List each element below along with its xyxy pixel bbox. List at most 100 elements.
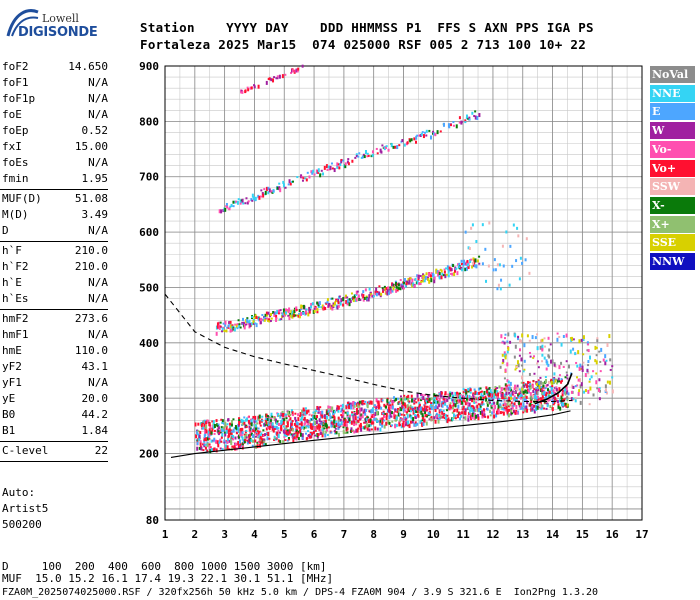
echo-point bbox=[402, 287, 405, 290]
spread-echo-point bbox=[549, 359, 552, 364]
spread-echo-point bbox=[511, 264, 514, 268]
param-value: N/A bbox=[88, 156, 108, 169]
spread-echo-point bbox=[566, 374, 569, 377]
echo-point bbox=[430, 402, 433, 405]
echo-point bbox=[339, 418, 342, 422]
echo-point bbox=[281, 410, 284, 415]
echo-point bbox=[232, 428, 235, 433]
echo-point bbox=[230, 440, 233, 445]
echo-point bbox=[448, 396, 451, 400]
echo-point bbox=[447, 274, 450, 278]
echo-point bbox=[283, 418, 286, 422]
echo-point bbox=[235, 324, 238, 329]
echo-point bbox=[381, 287, 384, 290]
echo-point bbox=[307, 425, 310, 429]
echo-point bbox=[263, 188, 266, 191]
echo-point bbox=[402, 424, 405, 428]
echo-point bbox=[367, 154, 370, 157]
echo-point bbox=[232, 205, 235, 208]
echo-point bbox=[562, 390, 565, 393]
echo-point bbox=[421, 413, 424, 418]
echo-point bbox=[241, 90, 244, 94]
spread-echo-point bbox=[519, 256, 522, 260]
echo-point bbox=[438, 398, 441, 403]
echo-point bbox=[524, 394, 527, 398]
echo-point bbox=[258, 434, 261, 439]
param-value: 273.6 bbox=[74, 312, 108, 325]
echo-point bbox=[252, 415, 255, 419]
echo-point bbox=[474, 390, 477, 394]
echo-point bbox=[388, 408, 391, 412]
echo-point bbox=[223, 329, 226, 332]
spread-echo-point bbox=[505, 386, 508, 391]
echo-point bbox=[405, 411, 408, 415]
spread-echo-point bbox=[517, 363, 520, 368]
echo-point bbox=[340, 158, 343, 161]
echo-point bbox=[369, 423, 372, 427]
echo-point bbox=[257, 418, 260, 421]
echo-point bbox=[393, 284, 396, 287]
echo-point bbox=[309, 423, 312, 427]
echo-point bbox=[455, 267, 458, 270]
spread-echo-point bbox=[516, 387, 519, 392]
echo-point bbox=[221, 419, 224, 423]
spread-echo-point bbox=[582, 361, 585, 364]
echo-point bbox=[237, 319, 240, 322]
echo-point bbox=[352, 429, 355, 432]
echo-point bbox=[291, 426, 294, 429]
echo-point bbox=[366, 155, 369, 158]
echo-point bbox=[250, 432, 253, 436]
spread-echo-point bbox=[519, 348, 522, 352]
spread-echo-point bbox=[536, 360, 539, 363]
echo-point bbox=[299, 429, 302, 434]
echo-point bbox=[326, 410, 329, 415]
echo-point bbox=[487, 415, 490, 419]
spread-echo-point bbox=[586, 349, 589, 352]
echo-point bbox=[490, 391, 493, 396]
echo-point bbox=[255, 315, 258, 319]
echo-point bbox=[428, 279, 431, 284]
echo-point bbox=[384, 413, 387, 416]
echo-point bbox=[300, 305, 303, 308]
echo-point bbox=[222, 426, 225, 430]
echo-point bbox=[253, 85, 256, 89]
echo-point bbox=[226, 438, 229, 442]
echo-point bbox=[492, 401, 495, 405]
echo-point bbox=[353, 403, 356, 408]
echo-point bbox=[472, 394, 475, 397]
spread-echo-point bbox=[513, 392, 516, 395]
echo-point bbox=[370, 401, 373, 404]
echo-point bbox=[255, 424, 258, 428]
echo-point bbox=[471, 412, 474, 417]
echo-point bbox=[442, 409, 445, 412]
param-key: foF1p bbox=[2, 92, 36, 105]
echo-point bbox=[463, 410, 466, 415]
echo-point bbox=[304, 407, 307, 410]
echo-point bbox=[304, 411, 307, 416]
echo-point bbox=[535, 405, 538, 409]
echo-point bbox=[284, 427, 287, 431]
echo-point bbox=[310, 170, 313, 174]
echo-point bbox=[491, 404, 494, 407]
echo-point bbox=[478, 262, 481, 265]
echo-point bbox=[344, 296, 347, 299]
echo-point bbox=[327, 405, 330, 409]
echo-point bbox=[386, 398, 389, 403]
echo-point bbox=[350, 427, 353, 431]
echo-point bbox=[308, 413, 311, 416]
echo-point bbox=[382, 412, 385, 415]
spread-echo-point bbox=[513, 390, 516, 393]
echo-point bbox=[273, 425, 276, 430]
echo-point bbox=[274, 438, 277, 441]
echo-point bbox=[376, 427, 379, 431]
echo-point bbox=[213, 447, 216, 451]
echo-point bbox=[364, 149, 367, 154]
echo-point bbox=[388, 415, 391, 420]
echo-point bbox=[443, 417, 446, 420]
echo-point bbox=[510, 394, 513, 399]
spread-echo-point bbox=[544, 376, 547, 379]
echo-point bbox=[309, 435, 312, 439]
echo-point bbox=[466, 259, 469, 263]
spread-echo-point bbox=[574, 399, 577, 403]
spread-echo-point bbox=[588, 355, 591, 360]
